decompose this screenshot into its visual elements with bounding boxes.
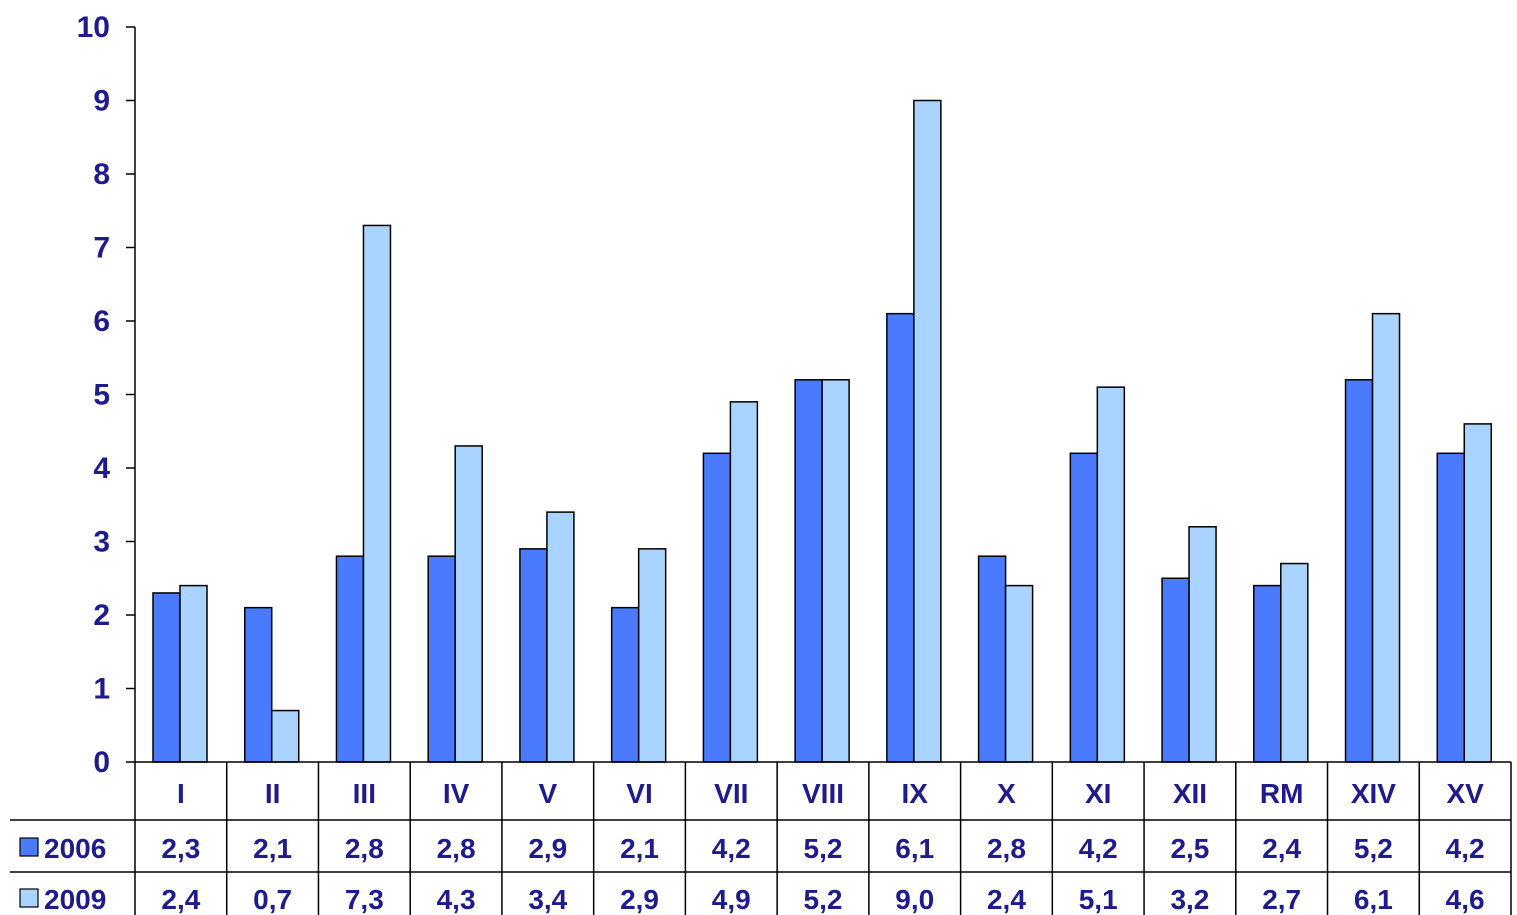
bar-2006-XI xyxy=(1069,452,1099,763)
legend-label-2009: 2009 xyxy=(44,884,106,915)
y-tick-label: 8 xyxy=(93,158,110,191)
y-tick-label: 7 xyxy=(93,232,110,265)
data-table-value: 4,9 xyxy=(712,884,751,915)
x-category-label: V xyxy=(538,778,557,809)
data-table-value: 6,1 xyxy=(1354,884,1393,915)
x-category-label: XI xyxy=(1085,778,1111,809)
bar-2009-XIV xyxy=(1371,312,1401,763)
x-category-label: VII xyxy=(714,778,748,809)
data-table-value: 7,3 xyxy=(345,884,384,915)
legend-label-2006: 2006 xyxy=(44,833,106,864)
bar-2009-VIII xyxy=(821,379,850,763)
data-table-value: 2,9 xyxy=(528,833,567,864)
data-table-value: 4,2 xyxy=(1446,833,1485,864)
y-tick-label: 10 xyxy=(77,11,110,44)
data-table-value: 4,6 xyxy=(1446,884,1485,915)
bar-2006-XIV xyxy=(1344,379,1374,763)
data-table-value: 5,2 xyxy=(804,833,843,864)
x-category-label: XII xyxy=(1173,778,1207,809)
data-table-value: 4,3 xyxy=(437,884,476,915)
y-tick-label: 6 xyxy=(93,305,110,338)
data-table-value: 5,1 xyxy=(1079,884,1118,915)
data-table-value: 2,8 xyxy=(987,833,1026,864)
y-tick-label: 3 xyxy=(93,526,110,559)
y-tick-label: 1 xyxy=(93,673,110,706)
data-table-value: 6,1 xyxy=(895,833,934,864)
x-category-label: I xyxy=(177,778,185,809)
bar-2006-XV xyxy=(1436,452,1466,763)
axes-layer: 0 1 2 3 4 5 6 7 8 9 10 xyxy=(77,11,1511,779)
data-table-value: 3,2 xyxy=(1170,884,1209,915)
bar-2009-IV xyxy=(454,445,483,763)
bar-2009-VII xyxy=(729,401,759,763)
bar-2006-VIII xyxy=(794,379,823,763)
bar-2009-XI xyxy=(1096,386,1126,763)
bar-2009-X xyxy=(1004,584,1034,763)
data-table-value: 4,2 xyxy=(712,833,751,864)
data-table-value: 5,2 xyxy=(804,884,843,915)
data-table-value: 2,5 xyxy=(1170,833,1209,864)
bar-2006-I xyxy=(152,592,181,763)
x-category-label: III xyxy=(353,778,376,809)
y-tick-label: 4 xyxy=(93,452,110,485)
bar-2006-V xyxy=(519,548,548,763)
bar-2006-IX xyxy=(886,312,915,763)
data-table-value: 2,3 xyxy=(161,833,200,864)
bar-2009-XV xyxy=(1463,423,1493,763)
bar-2009-V xyxy=(546,511,575,763)
x-category-label: II xyxy=(265,778,281,809)
x-category-label: IV xyxy=(443,778,470,809)
y-tick-label: 2 xyxy=(93,599,110,632)
data-table-value: 2,8 xyxy=(437,833,476,864)
data-table-value: 5,2 xyxy=(1354,833,1393,864)
bar-2009-RM xyxy=(1280,562,1309,763)
x-category-label: XIV xyxy=(1351,778,1396,809)
bar-2006-RM xyxy=(1253,584,1282,763)
x-category-label: IX xyxy=(901,778,928,809)
x-category-label: VIII xyxy=(802,778,844,809)
bars-layer xyxy=(152,99,1493,763)
data-table-value: 2,4 xyxy=(987,884,1026,915)
x-category-label: X xyxy=(997,778,1016,809)
data-table-value: 9,0 xyxy=(895,884,934,915)
y-tick-label: 5 xyxy=(93,379,110,412)
bar-2009-XII xyxy=(1188,526,1217,763)
bar-2006-XII xyxy=(1161,577,1190,763)
bar-2009-I xyxy=(179,584,208,763)
bar-2006-VI xyxy=(610,606,640,763)
x-category-label: VI xyxy=(626,778,652,809)
bar-2009-VI xyxy=(637,548,667,763)
data-table-value: 4,2 xyxy=(1079,833,1118,864)
data-table-value: 0,7 xyxy=(253,884,292,915)
x-category-label: RM xyxy=(1260,778,1304,809)
bar-2006-III xyxy=(335,555,365,763)
bar-2006-IV xyxy=(427,555,456,763)
data-table-value: 2,4 xyxy=(1262,833,1301,864)
bar-2006-X xyxy=(977,555,1007,763)
data-table-value: 2,9 xyxy=(620,884,659,915)
data-table-value: 2,8 xyxy=(345,833,384,864)
y-tick-label: 0 xyxy=(93,746,110,779)
bar-2006-II xyxy=(243,606,273,763)
bar-2006-VII xyxy=(702,452,732,763)
y-tick-label: 9 xyxy=(93,85,110,118)
bar-2009-IX xyxy=(913,99,942,763)
data-table-value: 2,7 xyxy=(1262,884,1301,915)
bar-2009-II xyxy=(270,709,300,763)
legend-key-2009 xyxy=(19,888,39,908)
data-table-value: 2,4 xyxy=(161,884,200,915)
legend-key-2006 xyxy=(19,837,39,857)
data-table-value: 2,1 xyxy=(253,833,292,864)
data-table-value: 3,4 xyxy=(528,884,567,915)
x-category-label: XV xyxy=(1446,778,1484,809)
data-table-value: 2,1 xyxy=(620,833,659,864)
bar-2009-III xyxy=(362,224,392,763)
